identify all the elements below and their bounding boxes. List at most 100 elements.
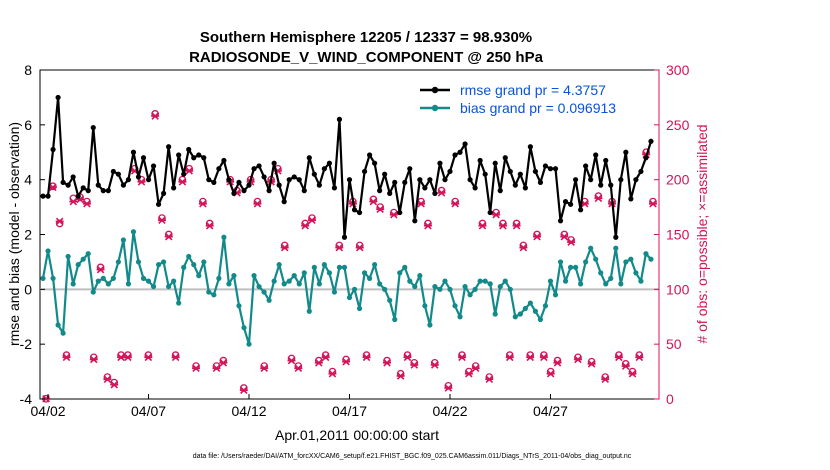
obs-assimilated-marker [492, 210, 501, 219]
bias-point [628, 256, 634, 262]
rmse-point [206, 177, 212, 183]
rmse-point [452, 152, 458, 158]
obs-assimilated-marker [355, 243, 364, 252]
rmse-point [160, 190, 167, 196]
bias-point [221, 234, 227, 240]
rmse-point [623, 149, 629, 155]
obs-assimilated-marker [505, 353, 514, 362]
plot-area [39, 69, 660, 400]
obs-assimilated-marker [69, 197, 78, 206]
rmse-point [296, 177, 302, 183]
bias-point [382, 286, 388, 292]
obs-assimilated-marker [512, 221, 521, 230]
obs-assimilated-marker [553, 359, 562, 367]
rmse-point [648, 138, 654, 144]
rmse-point [95, 182, 101, 188]
rmse-point [266, 188, 272, 194]
rmse-point [356, 209, 363, 216]
obs-assimilated-marker [519, 243, 528, 252]
obs-assimilated-marker [301, 221, 310, 230]
rmse-point [412, 218, 418, 224]
rmse-point [166, 144, 172, 150]
obs-assimilated-marker [396, 372, 405, 380]
rmse-point [407, 166, 413, 172]
bias-point [125, 281, 132, 287]
legend-bias-marker [431, 104, 439, 112]
obs-assimilated-marker [539, 353, 548, 362]
rmse-point [618, 177, 624, 183]
y-tick-label: 8 [24, 62, 32, 78]
bias-point [65, 253, 71, 260]
y2-tick-label: 50 [666, 336, 682, 352]
obs-assimilated-marker [342, 357, 351, 366]
rmse-point [226, 177, 232, 183]
rmse-point [196, 152, 202, 158]
obs-assimilated-marker [314, 359, 323, 367]
bias-point [100, 275, 106, 281]
rmse-point [171, 185, 177, 191]
obs-assimilated-marker [239, 386, 248, 394]
rmse-point [201, 155, 207, 161]
bias-point [181, 264, 187, 270]
bias-point [166, 283, 172, 290]
bias-point [648, 256, 654, 262]
rmse-point [427, 177, 433, 183]
rmse-point [306, 155, 312, 161]
bias-point [241, 325, 247, 331]
obs-assimilated-marker [219, 359, 228, 367]
obs-assimilated-marker [185, 167, 194, 175]
bias-point [507, 286, 513, 292]
bias-point [316, 281, 322, 287]
bias-point [387, 297, 393, 303]
bias-point [643, 251, 649, 257]
obs-assimilated-marker [328, 370, 337, 378]
rmse-point [492, 160, 498, 166]
bias-point [211, 292, 217, 298]
rmse-point [527, 144, 533, 150]
y-tick-label: 6 [24, 117, 32, 133]
bias-point [346, 294, 353, 301]
rmse-point [598, 182, 604, 188]
rmse-point [397, 209, 403, 216]
obs-assimilated-marker [260, 364, 269, 373]
rmse-point [572, 177, 579, 183]
rmse-point [497, 188, 503, 194]
bias-point [432, 283, 438, 290]
bias-point [135, 259, 142, 265]
bias-point [512, 314, 518, 320]
bias-point [60, 330, 66, 336]
obs-assimilated-marker [321, 353, 330, 362]
rmse-point [311, 171, 317, 177]
bias-point [618, 281, 624, 287]
obs-assimilated-marker [137, 178, 146, 186]
bias-series-layer [40, 229, 654, 347]
bias-point [447, 286, 453, 292]
rmse-point [432, 190, 438, 196]
chart-subtitle: RADIOSONDE_V_WIND_COMPONENT @ 250 hPa [189, 49, 544, 66]
rmse-point [80, 185, 86, 191]
rmse-point [462, 141, 468, 147]
rmse-point [246, 182, 252, 188]
bias-point [598, 270, 604, 276]
obs-assimilated-marker [533, 232, 542, 241]
obs-assimilated-marker [157, 216, 166, 225]
bias-point [70, 281, 76, 287]
obs-assimilated-marker [205, 221, 214, 230]
obs-assimilated-marker [498, 221, 507, 230]
y2-tick-label: 100 [666, 281, 690, 297]
x-tick-label: 04/17 [332, 403, 367, 419]
bias-point [392, 316, 398, 323]
x-tick-label: 04/02 [31, 403, 66, 419]
chart-title: Southern Hemisphere 12205 / 12337 = 98.9… [200, 29, 532, 46]
plot-frame [39, 69, 660, 400]
rmse-point [507, 168, 513, 175]
obs-assimilated-marker [389, 210, 398, 219]
bias-point [271, 278, 277, 284]
rmse-point [211, 179, 217, 186]
bias-point [85, 251, 91, 257]
data-file-footnote: data file: /Users/raeder/DAI/ATM_forcXX/… [193, 453, 632, 460]
bias-point [45, 248, 51, 254]
rmse-point [145, 177, 152, 183]
bias-point [522, 305, 528, 312]
rmse-point [437, 160, 443, 166]
